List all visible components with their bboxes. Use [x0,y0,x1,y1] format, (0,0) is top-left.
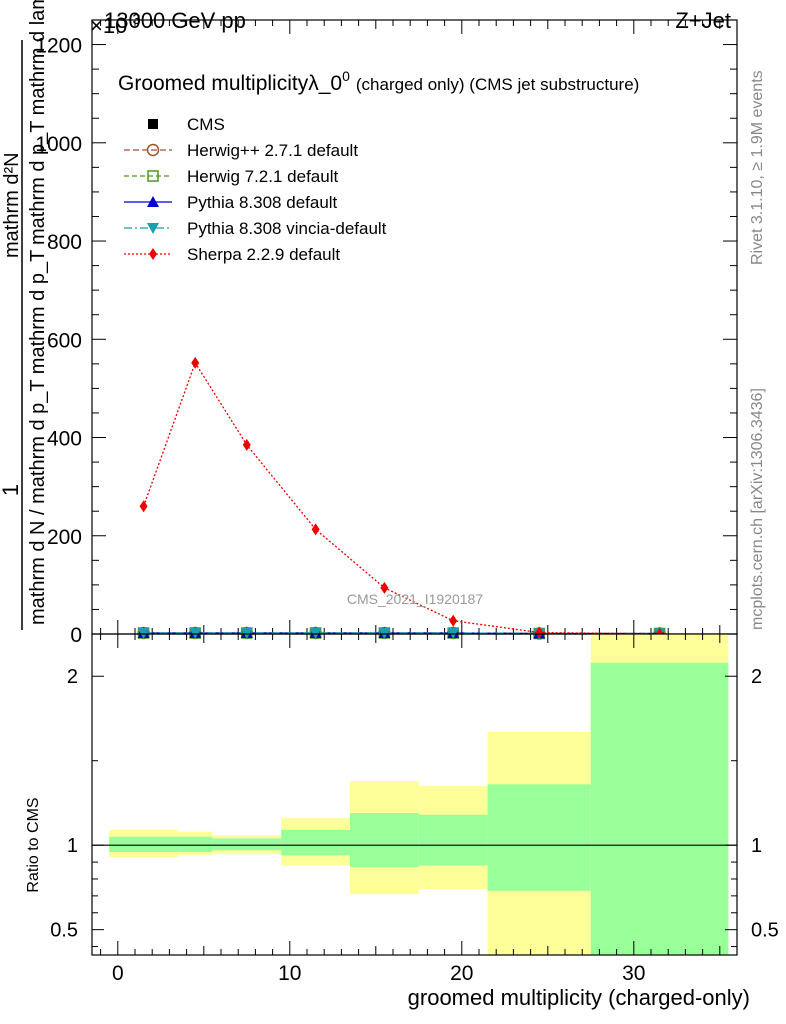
main-y-tick-label-2: 400 [47,428,82,451]
series-line-5 [142,361,660,635]
ratio-band-green-3 [281,829,350,856]
ratio-band-green-4 [350,813,419,868]
ratio-frame [91,633,738,956]
ratio-y-tick-label-left-1: 1 [67,835,78,857]
y-axis-label-d2n: mathrm d²N [1,152,23,258]
y-axis-label-denominator: mathrm d N / mathrm d p_T mathrm d p_T [27,250,49,625]
ratio-band-green-7 [590,662,729,955]
x-tick-label-0: 0 [112,962,124,985]
legend-label-5: Sherpa 2.2.9 default [187,245,340,264]
ratio-band-green-6 [487,784,591,891]
ratio-y-tick-label-left-2: 2 [67,666,78,688]
legend-marker-4 [147,223,159,234]
rivet-version-label: Rivet 3.1.10, ≥ 1.9M events [749,70,766,265]
main-y-tick-label-4: 800 [47,231,82,254]
ratio-band-green-5 [418,814,488,866]
series-5-point-4 [380,581,389,594]
main-y-tick-label-0: 0 [70,624,82,647]
series-5-point-3 [311,523,320,536]
ratio-band-green-2 [212,838,282,851]
legend-label-2: Herwig 7.2.1 default [187,167,338,186]
ratio-y-tick-label-right-0: 0.5 [751,920,779,942]
legend-marker-5 [149,248,157,260]
main-y-tick-label-6: 1200 [35,35,82,58]
legend: CMS Herwig++ 2.7.1 default Herwig 7.2.1 de… [124,115,387,264]
ratio-y-tick-label-right-2: 2 [751,666,762,688]
ratio-y-tick-label-right-1: 1 [751,835,762,857]
legend-label-3: Pythia 8.308 default [187,193,338,212]
y-axis-label-numerator: 1 [0,484,23,496]
x-tick-label-3: 30 [622,962,645,985]
series-5-point-2 [242,438,251,451]
x-axis-label: groomed multiplicity (charged-only) [408,985,750,1010]
main-panel: 0 200 400 600 800 1000 1200 [35,19,738,647]
series-5-point-0 [139,500,148,513]
series-5 [139,356,664,640]
main-y-tick-label-1: 200 [47,526,82,549]
chart-title: Groomed multiplicityλ_00 (charged only) (… [118,68,639,95]
legend-marker-2 [147,170,159,182]
ratio-band-green-1 [178,836,213,852]
main-y-tick-label-3: 600 [47,329,82,352]
legend-label-4: Pythia 8.308 vincia-default [187,219,387,238]
y-axis-label-d2n-denom: mathrm d p_T mathrm d lambda [27,0,49,245]
legend-marker-3 [147,196,159,207]
main-y-tick-label-5: 1000 [35,133,82,156]
series-5-point-1 [191,356,200,369]
ratio-y-axis-label: Ratio to CMS [25,797,42,892]
series-5-point-5 [449,614,458,627]
legend-label-1: Herwig++ 2.7.1 default [187,141,358,160]
legend-marker-0 [148,119,158,129]
ratio-panel: 0.5 0.51 12 20 10 20 30 [50,633,779,985]
x-tick-label-2: 20 [450,962,473,985]
main-frame [91,19,738,635]
ratio-band-green-0 [109,836,178,852]
ratio-y-tick-label-left-0: 0.5 [50,920,78,942]
analysis-watermark: CMS_2021_I1920187 [347,591,483,607]
mcplots-label: mcplots.cern.ch [arXiv:1306.3436] [749,388,766,630]
x-tick-label-1: 10 [278,962,301,985]
series-5-point-6 [535,626,544,639]
legend-marker-1 [146,143,160,157]
legend-label-0: CMS [187,115,225,134]
